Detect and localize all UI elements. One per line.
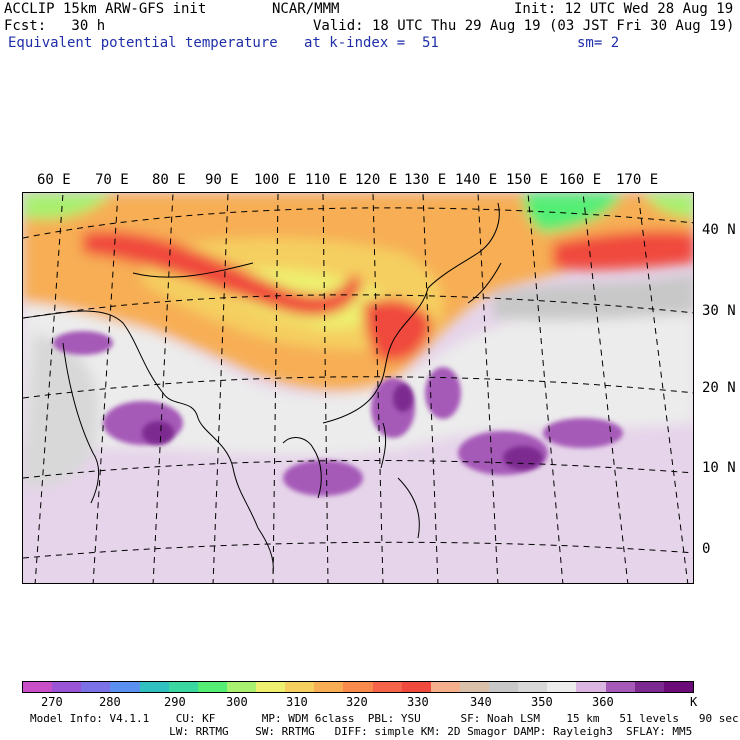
colorbar-tick: 290 xyxy=(164,695,186,709)
colorbar xyxy=(22,681,694,693)
colorbar-swatch xyxy=(576,682,606,692)
lon-label: 150 E xyxy=(506,172,549,188)
level-index: at k-index = 51 xyxy=(304,35,439,51)
colorbar-tick: 360 xyxy=(592,695,614,709)
colorbar-swatch xyxy=(372,682,402,692)
map-panel xyxy=(22,192,694,584)
colorbar-tick: 330 xyxy=(407,695,429,709)
colorbar-swatch xyxy=(634,682,664,692)
lon-label: 140 E xyxy=(455,172,498,188)
lon-label: 160 E xyxy=(559,172,602,188)
colorbar-swatch xyxy=(459,682,489,692)
colorbar-unit: K xyxy=(690,695,698,709)
theta-e-field xyxy=(23,193,693,583)
colorbar-swatch xyxy=(23,682,53,692)
colorbar-swatch xyxy=(226,682,256,692)
colorbar-tick: 340 xyxy=(470,695,492,709)
colorbar-swatch xyxy=(285,682,315,692)
colorbar-swatch xyxy=(605,682,635,692)
header-forecast: Fcst: 30 h xyxy=(4,18,106,34)
colorbar-swatch xyxy=(81,682,111,692)
lon-label: 120 E xyxy=(355,172,398,188)
colorbar-swatch xyxy=(256,682,286,692)
model-info-line2: LW: RRTMG SW: RRTMG DIFF: simple KM: 2D … xyxy=(30,725,693,738)
lon-label: 70 E xyxy=(95,172,129,188)
lon-label: 80 E xyxy=(152,172,186,188)
model-info-line1: Model Info: V4.1.1 CU: KF MP: WDM 6class… xyxy=(30,712,739,725)
lat-label: 0 xyxy=(702,541,711,557)
header-init: Init: 12 UTC Wed 28 Aug 19 xyxy=(514,1,734,17)
header-center: NCAR/MMM xyxy=(272,1,340,17)
lon-label: 130 E xyxy=(404,172,447,188)
lat-label: 20 N xyxy=(702,380,736,396)
lat-label: 10 N xyxy=(702,460,736,476)
colorbar-swatch xyxy=(547,682,577,692)
colorbar-swatch xyxy=(518,682,548,692)
colorbar-swatch xyxy=(401,682,431,692)
colorbar-tick: 270 xyxy=(41,695,63,709)
colorbar-tick: 310 xyxy=(286,695,308,709)
colorbar-swatch xyxy=(663,682,693,692)
lon-label: 170 E xyxy=(616,172,659,188)
lat-label: 40 N xyxy=(702,222,736,238)
lon-label: 60 E xyxy=(37,172,71,188)
colorbar-swatch xyxy=(168,682,198,692)
colorbar-swatch xyxy=(430,682,460,692)
colorbar-swatch xyxy=(110,682,140,692)
colorbar-swatch xyxy=(343,682,373,692)
lat-label: 30 N xyxy=(702,303,736,319)
lon-label: 100 E xyxy=(254,172,297,188)
header-valid: Valid: 18 UTC Thu 29 Aug 19 (03 JST Fri … xyxy=(313,18,735,34)
header-title: ACCLIP 15km ARW-GFS init xyxy=(4,1,207,17)
lon-label: 110 E xyxy=(305,172,348,188)
colorbar-tick: 280 xyxy=(99,695,121,709)
colorbar-tick: 320 xyxy=(346,695,368,709)
colorbar-tick: 350 xyxy=(531,695,553,709)
lon-label: 90 E xyxy=(205,172,239,188)
colorbar-tick: 300 xyxy=(226,695,248,709)
smoothing: sm= 2 xyxy=(577,35,620,51)
field-name: Equivalent potential temperature xyxy=(8,35,278,51)
colorbar-swatch xyxy=(489,682,519,692)
colorbar-swatch xyxy=(139,682,169,692)
colorbar-swatch xyxy=(197,682,227,692)
colorbar-swatch xyxy=(314,682,344,692)
colorbar-swatch xyxy=(52,682,82,692)
